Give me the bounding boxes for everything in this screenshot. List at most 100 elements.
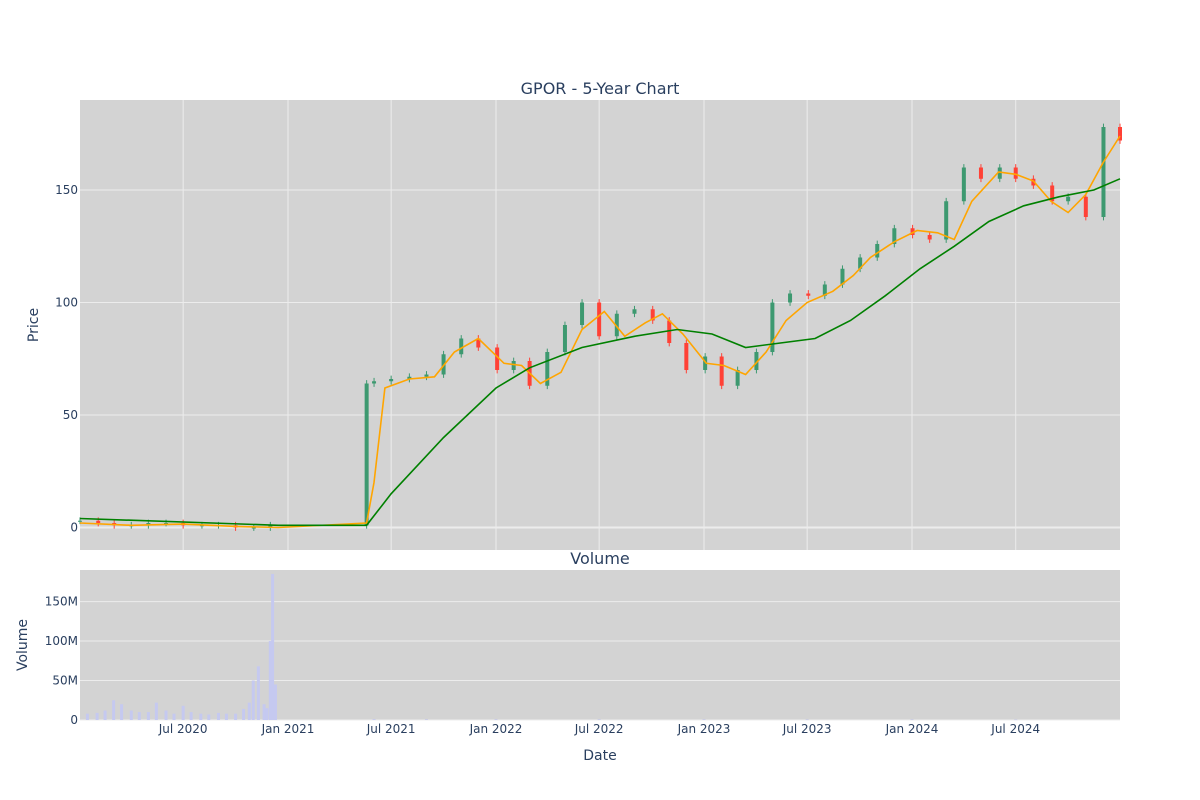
date-x-tick-label: Jan 2021 [261, 722, 315, 736]
candlestick [875, 240, 880, 261]
date-x-tick-label: Jan 2022 [469, 722, 523, 736]
volume-bar [702, 719, 706, 720]
volume-y-tick-labels: 0 50M 100M 150M [45, 595, 78, 727]
candlestick [545, 348, 550, 390]
volume-bar [224, 713, 228, 720]
candlestick [822, 281, 827, 300]
volume-bar [112, 700, 116, 720]
date-x-tick-label: Jan 2024 [885, 722, 939, 736]
volume-bar [120, 704, 124, 720]
volume-bar [129, 710, 133, 720]
candlestick [1083, 193, 1088, 221]
candlestick [372, 377, 377, 387]
volume-y-axis-title: Volume [15, 619, 31, 671]
volume-bar [1014, 719, 1018, 721]
volume-bar [805, 719, 809, 721]
candlestick [364, 380, 369, 529]
volume-bar [262, 704, 266, 720]
candlestick [424, 371, 429, 381]
candlestick [684, 339, 689, 374]
candlestick [614, 310, 619, 340]
candlestick [788, 290, 793, 306]
candlestick [389, 375, 394, 385]
price-y-tick-label: 50 [63, 408, 78, 422]
date-x-axis-title: Date [583, 748, 616, 764]
volume-x-tick-labels: Jul 2020 Jan 2021 Jul 2021 Jan 2022 Jul 2022… [158, 722, 1040, 736]
date-x-tick-label: Jan 2023 [677, 722, 731, 736]
long-moving-average-line [79, 178, 1121, 527]
volume-y-tick-label: 0 [70, 713, 78, 727]
date-x-tick-label: Jul 2022 [574, 722, 624, 736]
price-y-tick-label: 150 [55, 183, 78, 197]
candlestick [770, 299, 775, 356]
volume-bar [265, 708, 269, 720]
candlestick [978, 164, 983, 183]
candlestick [927, 231, 932, 243]
volume-bar [256, 666, 260, 720]
volume-bar [216, 712, 220, 720]
volume-bar [372, 719, 376, 720]
volume-bar [910, 719, 914, 721]
candlestick [1013, 164, 1018, 183]
volume-bar [172, 713, 176, 720]
candlestick [1050, 182, 1055, 205]
volume-y-tick-label: 50M [52, 674, 78, 688]
candlestick [632, 305, 637, 318]
date-x-tick-label: Jul 2020 [158, 722, 208, 736]
candlestick [650, 305, 655, 324]
candlestick [1118, 123, 1122, 144]
candlestick [944, 197, 949, 243]
volume-bar [234, 713, 238, 720]
candlestick [562, 321, 567, 356]
candlestick [892, 224, 897, 248]
candlestick [667, 317, 672, 347]
candlestick [961, 164, 966, 205]
candlestick [597, 299, 602, 340]
candlestick [703, 353, 708, 374]
candlestick [997, 164, 1002, 183]
volume-bar [424, 719, 428, 720]
candlestick [806, 290, 811, 300]
candlestick [459, 335, 464, 358]
candlestick [407, 373, 412, 383]
candlestick [495, 344, 500, 374]
candlestick [268, 521, 273, 531]
volume-bar [137, 712, 141, 720]
price-y-axis-title: Price [26, 308, 42, 342]
volume-bar [146, 712, 150, 720]
volume-bar [85, 713, 89, 720]
volume-bar [597, 719, 601, 720]
volume-bar [181, 705, 185, 720]
volume-bar [189, 712, 193, 720]
volume-bar [268, 641, 272, 720]
volume-chart-title: Volume [570, 549, 630, 568]
volume-plot-area [80, 570, 1120, 720]
volume-y-tick-label: 100M [45, 634, 78, 648]
volume-bar [154, 702, 158, 720]
price-chart-title: GPOR - 5-Year Chart [521, 79, 680, 98]
volume-bar [273, 684, 277, 720]
volume-bar [242, 708, 246, 720]
short-moving-average-line [79, 135, 1121, 529]
candlestick [511, 357, 516, 374]
volume-bar [103, 710, 107, 720]
candlestick [754, 348, 759, 374]
volume-y-tick-label: 150M [45, 595, 78, 609]
volume-bar [164, 710, 168, 720]
volume-bars [85, 573, 1018, 721]
date-x-tick-label: Jul 2021 [366, 722, 416, 736]
volume-bar [95, 712, 99, 720]
volume-bar [271, 573, 275, 720]
candlestick [910, 224, 915, 239]
volume-bar [494, 719, 498, 720]
volume-bar [251, 680, 255, 720]
volume-bar [247, 702, 251, 720]
date-x-tick-label: Jul 2023 [782, 722, 832, 736]
volume-bar [207, 714, 211, 720]
volume-bar [199, 713, 203, 720]
date-x-tick-label: Jul 2024 [990, 722, 1040, 736]
price-y-tick-label: 100 [55, 296, 78, 310]
candlestick [1101, 123, 1106, 221]
candlestick [719, 353, 724, 390]
